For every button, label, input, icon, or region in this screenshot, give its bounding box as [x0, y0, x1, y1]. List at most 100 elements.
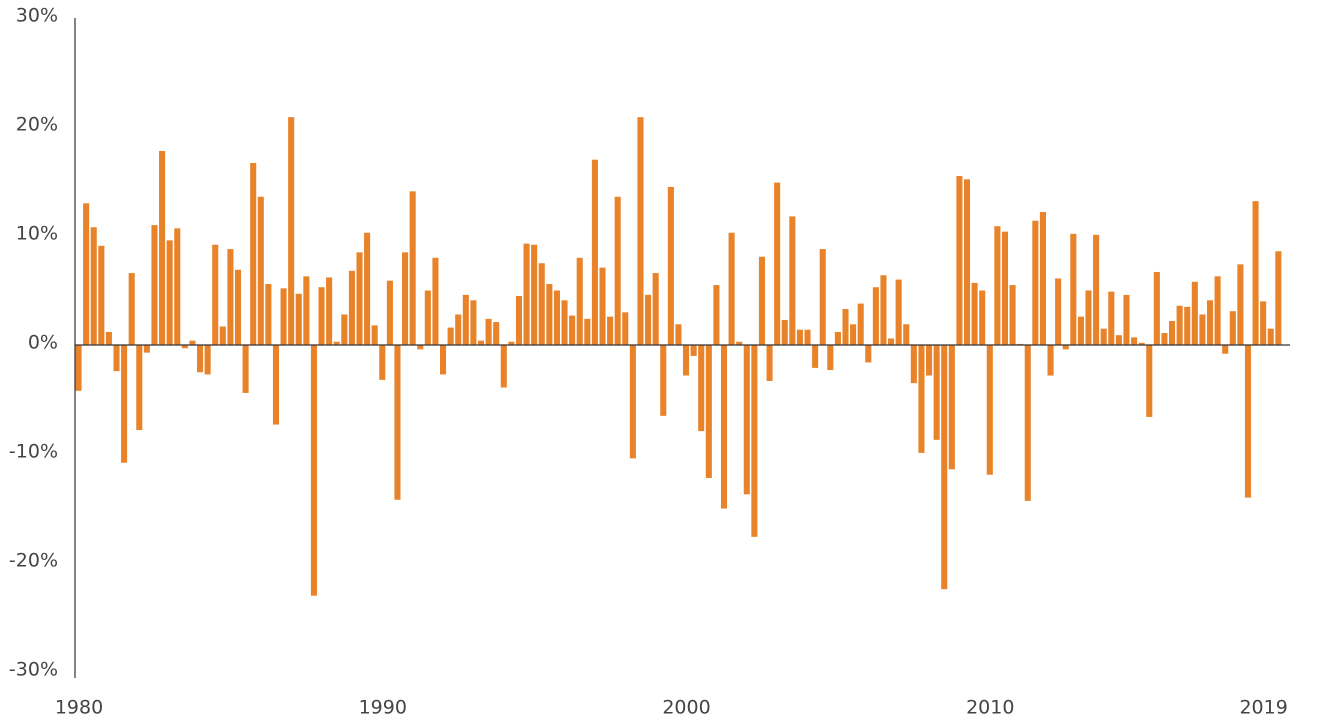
bar [432, 257, 439, 345]
bar [660, 345, 667, 416]
bar [447, 327, 454, 345]
bar [705, 345, 712, 478]
bar [462, 294, 469, 345]
bar [1260, 301, 1267, 345]
bar [758, 256, 766, 345]
bar [766, 345, 773, 381]
bar [963, 179, 971, 345]
bar [713, 285, 720, 345]
bar [1085, 290, 1092, 345]
y-tick-label: 0% [28, 332, 58, 354]
y-tick-label: 10% [16, 223, 58, 245]
bar [1275, 251, 1282, 345]
bar [83, 203, 90, 345]
bar [926, 345, 933, 376]
bar [546, 283, 553, 345]
bar [394, 345, 401, 500]
bar [1001, 231, 1009, 345]
bar [789, 216, 796, 345]
bar [531, 244, 538, 345]
bar [599, 267, 606, 345]
bar [812, 345, 819, 368]
bar [652, 273, 659, 345]
bar [1176, 305, 1183, 345]
x-tick-label: 2000 [662, 697, 710, 719]
bar [1184, 306, 1191, 345]
bar [280, 288, 287, 345]
y-tick-label: 30% [16, 5, 58, 27]
bar [98, 245, 105, 345]
bar [364, 232, 371, 345]
bar [105, 331, 112, 345]
bar [1062, 345, 1069, 350]
bar [166, 240, 173, 345]
bar [121, 345, 128, 463]
bar [971, 282, 978, 345]
bar [637, 117, 644, 345]
bar [872, 287, 879, 345]
bar [477, 340, 485, 345]
bar [880, 275, 887, 345]
bar [371, 325, 378, 345]
bar [1039, 212, 1046, 345]
bar [90, 227, 97, 345]
bar [417, 345, 424, 350]
y-tick-label: -30% [9, 659, 58, 681]
bar [1138, 342, 1145, 345]
bar [720, 345, 728, 509]
bar [986, 345, 993, 475]
bar [234, 269, 242, 345]
bar [75, 345, 82, 391]
bar [933, 345, 940, 440]
bar [1047, 345, 1054, 376]
bar [1199, 314, 1206, 345]
bar [493, 322, 500, 345]
bar [386, 280, 393, 345]
bar [136, 345, 143, 431]
bar [143, 345, 150, 353]
bar [303, 276, 310, 345]
bar [212, 244, 219, 345]
bar [1267, 328, 1274, 345]
bar [538, 263, 545, 345]
bar [569, 315, 576, 345]
y-tick-label: -10% [9, 441, 58, 463]
bar [1115, 335, 1122, 345]
bar [1123, 294, 1130, 345]
bar [508, 341, 515, 345]
bar [827, 345, 834, 371]
y-tick-label: 20% [16, 114, 58, 136]
bar [470, 300, 477, 345]
bar [326, 277, 333, 345]
bar [1153, 271, 1160, 345]
bar [1222, 345, 1229, 354]
x-tick-label: 2010 [966, 697, 1014, 719]
bar [485, 318, 492, 345]
bar [1161, 333, 1168, 345]
bar [333, 341, 340, 345]
bar [181, 345, 188, 349]
bar [1108, 291, 1115, 345]
bar [1024, 345, 1031, 501]
bar [159, 150, 166, 345]
bar [1229, 311, 1236, 345]
bar [736, 341, 743, 345]
bar [272, 345, 280, 425]
bar [842, 309, 849, 345]
bar [774, 182, 781, 345]
bar [690, 345, 697, 356]
bar [128, 273, 135, 345]
bar [857, 303, 864, 345]
bar [204, 345, 211, 375]
bar [1100, 328, 1107, 345]
x-tick-label: 1990 [359, 697, 407, 719]
bar [318, 287, 325, 345]
bar [219, 326, 226, 345]
bar [910, 345, 917, 384]
bar [189, 340, 196, 345]
bar [113, 345, 120, 372]
bar [174, 228, 181, 345]
bar [402, 252, 409, 345]
bar [341, 314, 348, 345]
